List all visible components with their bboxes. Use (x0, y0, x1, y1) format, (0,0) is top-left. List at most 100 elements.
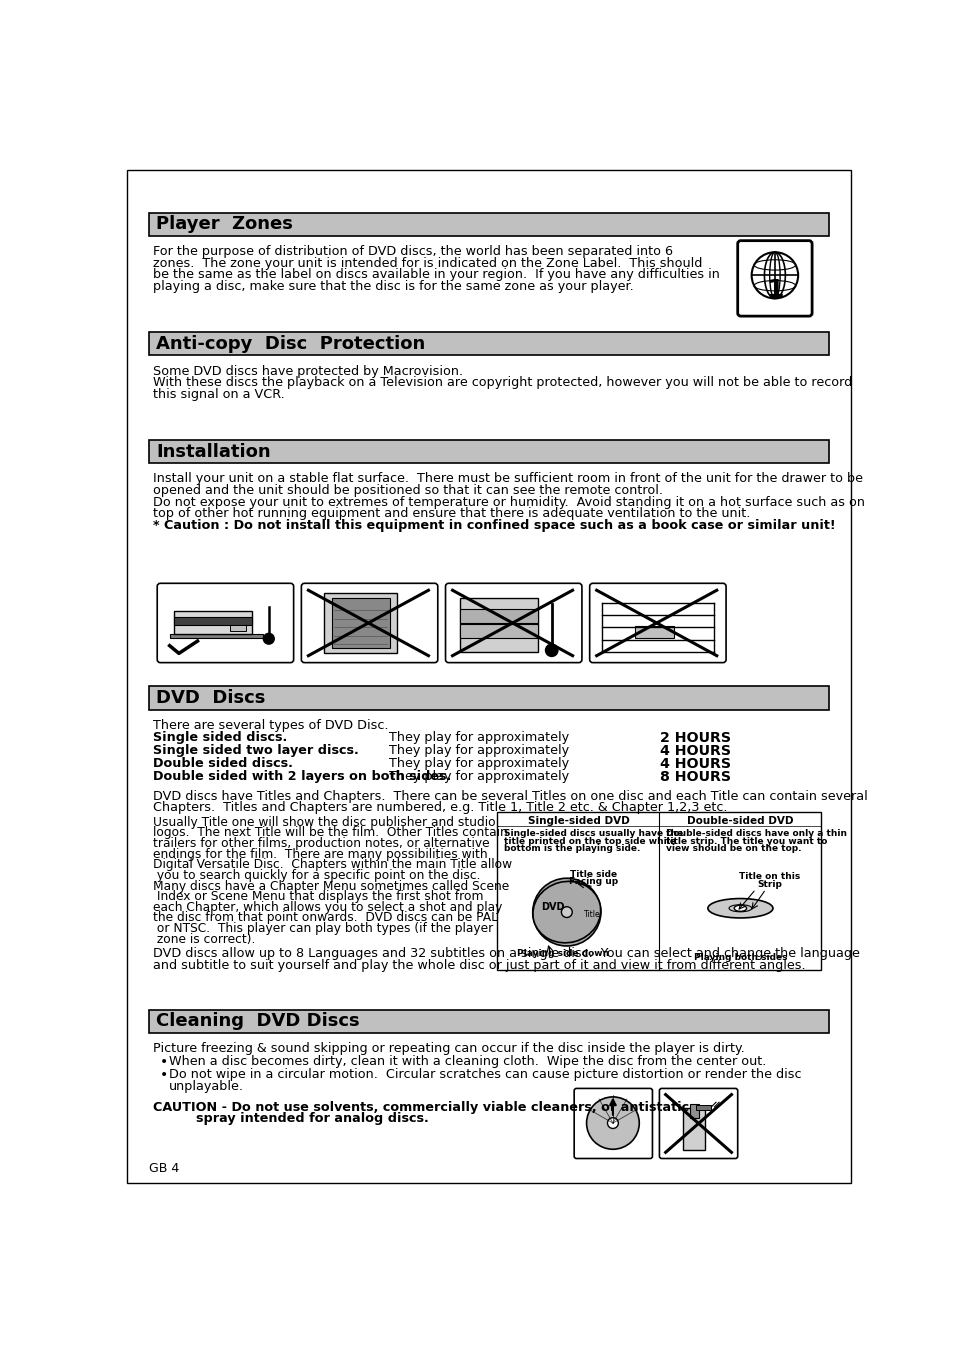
Text: When a disc becomes dirty, clean it with a cleaning cloth.  Wipe the disc from t: When a disc becomes dirty, clean it with… (169, 1055, 765, 1067)
Text: 4 HOURS: 4 HOURS (659, 758, 730, 771)
Ellipse shape (734, 905, 746, 912)
Text: be the same as the label on discs available in your region.  If you have any dif: be the same as the label on discs availa… (153, 269, 720, 281)
Text: or NTSC.  This player can play both types (if the player: or NTSC. This player can play both types… (153, 923, 493, 935)
Text: They play for approximately: They play for approximately (389, 758, 569, 770)
Text: Double-sided DVD: Double-sided DVD (686, 816, 793, 825)
Text: Chapters.  Titles and Chapters are numbered, e.g. Title 1, Title 2 etc. & Chapte: Chapters. Titles and Chapters are number… (153, 801, 727, 815)
FancyBboxPatch shape (301, 584, 437, 662)
Text: •: • (159, 1055, 168, 1069)
Text: the disc from that point onwards.  DVD discs can be PAL: the disc from that point onwards. DVD di… (153, 912, 497, 924)
Text: * Caution : Do not install this equipment in confined space such as a book case : * Caution : Do not install this equipmen… (153, 519, 835, 532)
Bar (689, 1104, 699, 1117)
Text: There are several types of DVD Disc.: There are several types of DVD Disc. (153, 719, 389, 732)
Text: zones.  The zone your unit is intended for is indicated on the Zone Label.  This: zones. The zone your unit is intended fo… (153, 257, 702, 270)
Text: Single-sided DVD: Single-sided DVD (527, 816, 629, 825)
Text: •: • (159, 1069, 168, 1082)
Ellipse shape (707, 898, 772, 917)
Text: Double sided with 2 layers on both sides.: Double sided with 2 layers on both sides… (153, 770, 451, 784)
FancyBboxPatch shape (737, 240, 811, 316)
Bar (174, 617, 252, 626)
Text: Installation: Installation (156, 443, 271, 461)
FancyBboxPatch shape (149, 213, 828, 236)
Circle shape (532, 878, 600, 946)
Text: each Chapter, which allows you to select a shot and play: each Chapter, which allows you to select… (153, 901, 502, 913)
Text: endings for the film.  There are many possibilities with: endings for the film. There are many pos… (153, 847, 488, 861)
Text: For the purpose of distribution of DVD discs, the world has been separated into : For the purpose of distribution of DVD d… (153, 246, 673, 258)
Text: 2 HOURS: 2 HOURS (659, 731, 730, 746)
Text: Playing both sides: Playing both sides (693, 954, 786, 962)
Text: Double-sided discs have only a thin: Double-sided discs have only a thin (665, 830, 845, 838)
Text: Many discs have a Chapter Menu sometimes called Scene: Many discs have a Chapter Menu sometimes… (153, 880, 509, 893)
Bar (459, 624, 537, 638)
Text: Do not wipe in a circular motion.  Circular scratches can cause picture distorti: Do not wipe in a circular motion. Circul… (169, 1069, 801, 1081)
Text: Playing side down: Playing side down (517, 950, 608, 958)
FancyBboxPatch shape (149, 686, 828, 709)
Text: Anti-copy  Disc  Protection: Anti-copy Disc Protection (156, 335, 425, 353)
Bar (459, 598, 537, 651)
Bar (682, 1108, 704, 1150)
Circle shape (586, 1097, 639, 1150)
Text: you to search quickly for a specific point on the disc.: you to search quickly for a specific poi… (153, 869, 480, 882)
Text: title strip. The title you want to: title strip. The title you want to (665, 836, 826, 846)
Text: Cleaning  DVD Discs: Cleaning DVD Discs (156, 1012, 359, 1031)
Bar (174, 611, 252, 634)
Bar (695, 1105, 711, 1111)
Text: CAUTION - Do not use solvents, commercially viable cleaners, or antistatic: CAUTION - Do not use solvents, commercia… (153, 1101, 689, 1113)
FancyBboxPatch shape (574, 1089, 652, 1159)
FancyBboxPatch shape (157, 584, 294, 662)
Text: trailers for other films, production notes, or alternative: trailers for other films, production not… (153, 838, 490, 850)
Bar (230, 626, 245, 631)
Text: They play for approximately: They play for approximately (389, 744, 569, 758)
FancyBboxPatch shape (149, 440, 828, 463)
Text: Strip: Strip (757, 880, 781, 889)
FancyBboxPatch shape (445, 584, 581, 662)
Text: DVD: DVD (540, 902, 564, 912)
Bar (459, 609, 537, 623)
Text: Title side: Title side (570, 870, 617, 878)
Text: opened and the unit should be positioned so that it can see the remote control.: opened and the unit should be positioned… (153, 484, 662, 497)
Text: DVD  Discs: DVD Discs (156, 689, 266, 707)
FancyBboxPatch shape (127, 170, 850, 1183)
Text: Digital Versatile Disc.  Chapters within the main Title allow: Digital Versatile Disc. Chapters within … (153, 858, 512, 871)
Bar (635, 626, 674, 638)
Text: logos.  The next Title will be the film.  Other Titles contain: logos. The next Title will be the film. … (153, 827, 508, 839)
Text: They play for approximately: They play for approximately (389, 731, 569, 744)
Text: playing a disc, make sure that the disc is for the same zone as your player.: playing a disc, make sure that the disc … (153, 280, 634, 293)
Bar (170, 634, 262, 638)
Text: spray intended for analog discs.: spray intended for analog discs. (195, 1112, 428, 1125)
Text: DVD discs allow up to 8 Languages and 32 subtitles on a single disc.  You can se: DVD discs allow up to 8 Languages and 32… (153, 947, 860, 961)
FancyBboxPatch shape (659, 1089, 737, 1159)
FancyBboxPatch shape (149, 1011, 828, 1034)
Bar (323, 593, 397, 654)
Text: 4 HOURS: 4 HOURS (659, 744, 730, 758)
Text: 1: 1 (765, 278, 782, 303)
Text: and subtitle to suit yourself and play the whole disc or just part of it and vie: and subtitle to suit yourself and play t… (153, 959, 805, 971)
Text: Install your unit on a stable flat surface.  There must be sufficient room in fr: Install your unit on a stable flat surfa… (153, 473, 862, 485)
Circle shape (263, 634, 274, 644)
Text: Picture freezing & sound skipping or repeating can occur if the disc inside the : Picture freezing & sound skipping or rep… (153, 1042, 744, 1055)
Text: Some DVD discs have protected by Macrovision.: Some DVD discs have protected by Macrovi… (153, 365, 463, 378)
Ellipse shape (533, 881, 600, 943)
Text: Facing up: Facing up (569, 877, 618, 886)
Text: Player  Zones: Player Zones (156, 216, 293, 234)
Text: DVD discs have Titles and Chapters.  There can be several Titles on one disc and: DVD discs have Titles and Chapters. Ther… (153, 790, 867, 802)
Text: Do not expose your unit to extremes of temperature or humidity.  Avoid standing : Do not expose your unit to extremes of t… (153, 496, 864, 508)
FancyBboxPatch shape (149, 332, 828, 355)
Text: Title: Title (583, 911, 599, 919)
Text: this signal on a VCR.: this signal on a VCR. (153, 388, 285, 401)
Text: unplayable.: unplayable. (169, 1079, 244, 1093)
Text: view should be on the top.: view should be on the top. (665, 844, 801, 854)
Text: Single-sided discs usually have the: Single-sided discs usually have the (503, 830, 682, 838)
Text: zone is correct).: zone is correct). (153, 932, 255, 946)
Text: Index or Scene Menu that displays the first shot from: Index or Scene Menu that displays the fi… (153, 890, 483, 904)
Text: 8 HOURS: 8 HOURS (659, 770, 730, 785)
Text: Single sided two layer discs.: Single sided two layer discs. (153, 744, 358, 758)
Circle shape (545, 644, 558, 657)
Circle shape (560, 907, 572, 917)
Text: Title on this: Title on this (739, 871, 800, 881)
Text: bottom is the playing side.: bottom is the playing side. (503, 844, 639, 854)
Text: GB 4: GB 4 (149, 1162, 179, 1175)
FancyBboxPatch shape (589, 584, 725, 662)
Text: With these discs the playback on a Television are copyright protected, however y: With these discs the playback on a Telev… (153, 376, 852, 389)
Text: top of other hot running equipment and ensure that there is adequate ventilation: top of other hot running equipment and e… (153, 507, 750, 520)
